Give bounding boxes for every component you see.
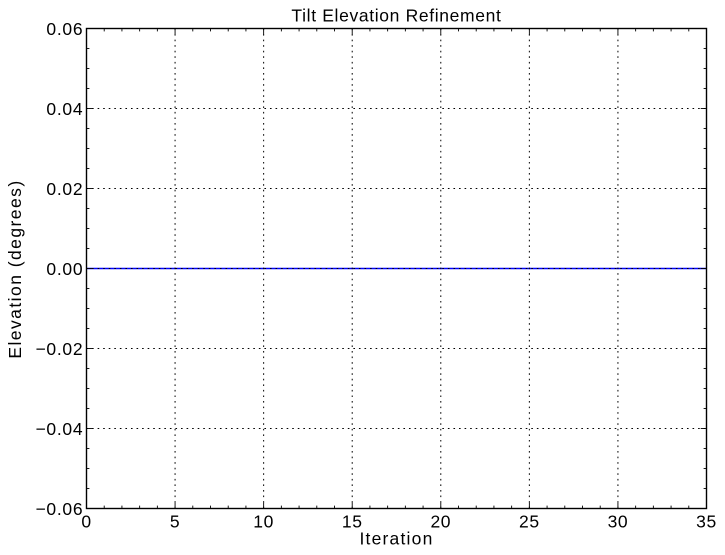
svg-text:−0.04: −0.04 (36, 419, 84, 439)
svg-text:Elevation (degrees): Elevation (degrees) (5, 179, 25, 358)
svg-text:0: 0 (81, 511, 91, 531)
svg-text:30: 30 (608, 511, 629, 531)
svg-text:0.04: 0.04 (46, 99, 83, 119)
svg-text:10: 10 (253, 511, 274, 531)
svg-text:0.00: 0.00 (46, 259, 83, 279)
svg-text:0.06: 0.06 (46, 19, 83, 39)
svg-text:−0.02: −0.02 (36, 339, 84, 359)
svg-text:−0.06: −0.06 (36, 499, 84, 519)
svg-text:Iteration: Iteration (359, 529, 433, 549)
svg-text:15: 15 (342, 511, 363, 531)
svg-text:25: 25 (519, 511, 540, 531)
svg-text:5: 5 (170, 511, 180, 531)
svg-text:35: 35 (696, 511, 717, 531)
svg-text:Tilt Elevation Refinement: Tilt Elevation Refinement (291, 6, 501, 26)
svg-text:20: 20 (430, 511, 451, 531)
svg-text:0.02: 0.02 (46, 179, 83, 199)
